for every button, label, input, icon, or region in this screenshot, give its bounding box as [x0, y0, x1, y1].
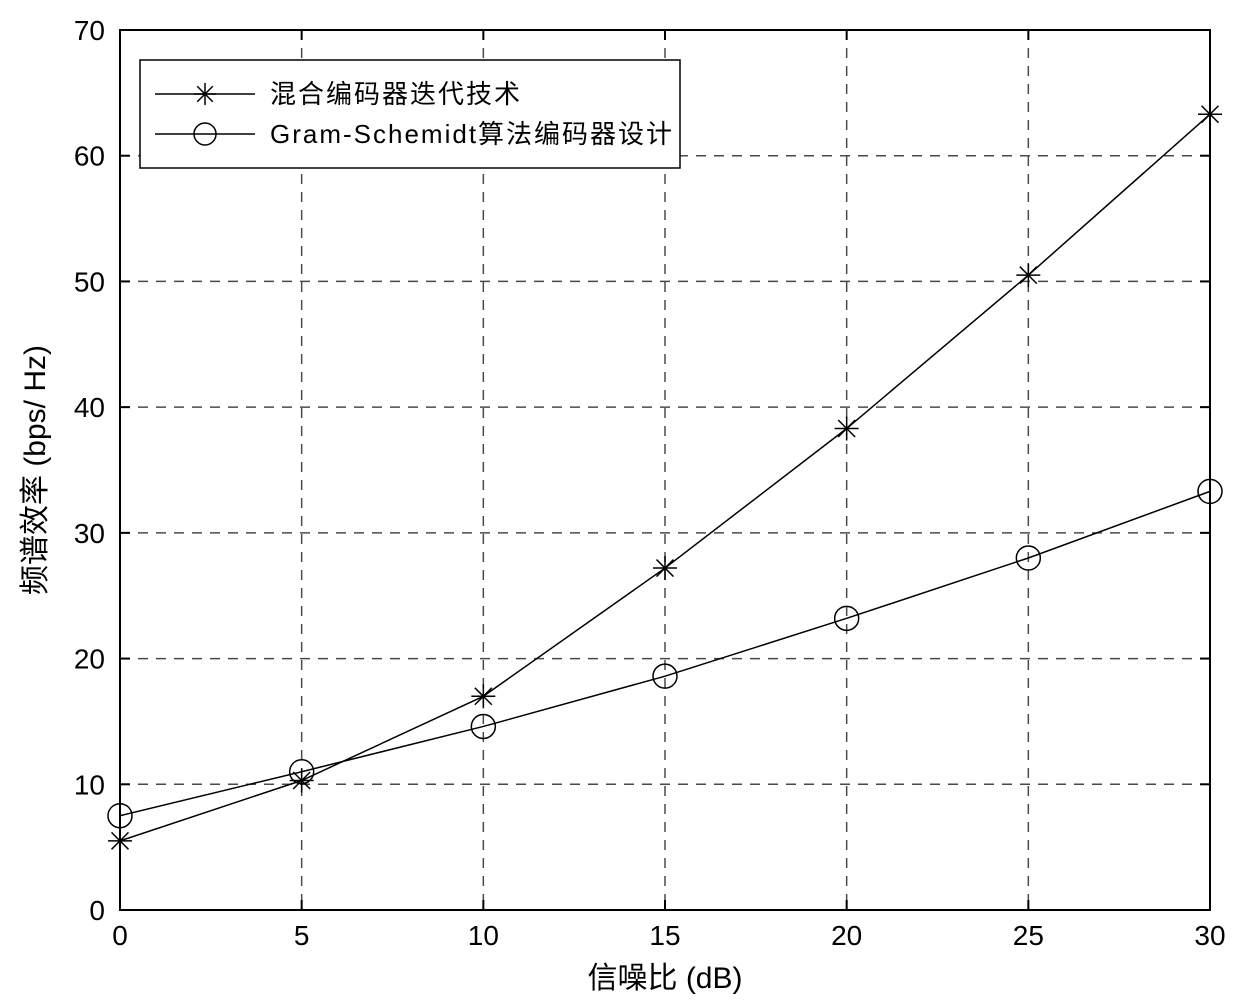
chart-container: 0 5 10 15 20 25 30 0 10 20 30 40 50 60 70 信噪比 (dB) 频谱效率 … [0, 0, 1240, 1005]
y-tick-label: 10 [74, 769, 105, 800]
legend-label: Gram-Schemidt算法编码器设计 [270, 119, 674, 149]
asterisk-marker [835, 417, 859, 441]
asterisk-marker [653, 556, 677, 580]
x-tick-label: 0 [112, 920, 128, 951]
series-line [120, 114, 1210, 841]
legend-label: 混合编码器迭代技术 [270, 79, 522, 109]
legend-box [140, 60, 680, 168]
x-tick-label: 10 [468, 920, 499, 951]
y-tick-label: 60 [74, 141, 105, 172]
x-tick-label: 20 [831, 920, 862, 951]
asterisk-marker [471, 684, 495, 708]
x-axis-label: 信噪比 (dB) [587, 962, 742, 995]
y-tick-label: 50 [74, 266, 105, 297]
x-tick-label: 15 [649, 920, 680, 951]
y-tick-label: 40 [74, 392, 105, 423]
y-tick-label: 30 [74, 518, 105, 549]
chart-svg: 0 5 10 15 20 25 30 0 10 20 30 40 50 60 70 信噪比 (dB) 频谱效率 … [0, 0, 1240, 1005]
x-tick-label: 25 [1013, 920, 1044, 951]
y-tick-label: 0 [89, 895, 105, 926]
legend: 混合编码器迭代技术 Gram-Schemidt算法编码器设计 [140, 60, 680, 168]
asterisk-marker [1198, 102, 1222, 126]
y-axis-label: 频谱效率 (bps/ Hz) [19, 345, 52, 595]
x-tick-label: 30 [1194, 920, 1225, 951]
x-tick-label: 5 [294, 920, 310, 951]
asterisk-marker [108, 829, 132, 853]
asterisk-marker [1016, 263, 1040, 287]
y-tick-label: 70 [74, 15, 105, 46]
asterisk-marker [194, 83, 216, 105]
y-tick-label: 20 [74, 644, 105, 675]
